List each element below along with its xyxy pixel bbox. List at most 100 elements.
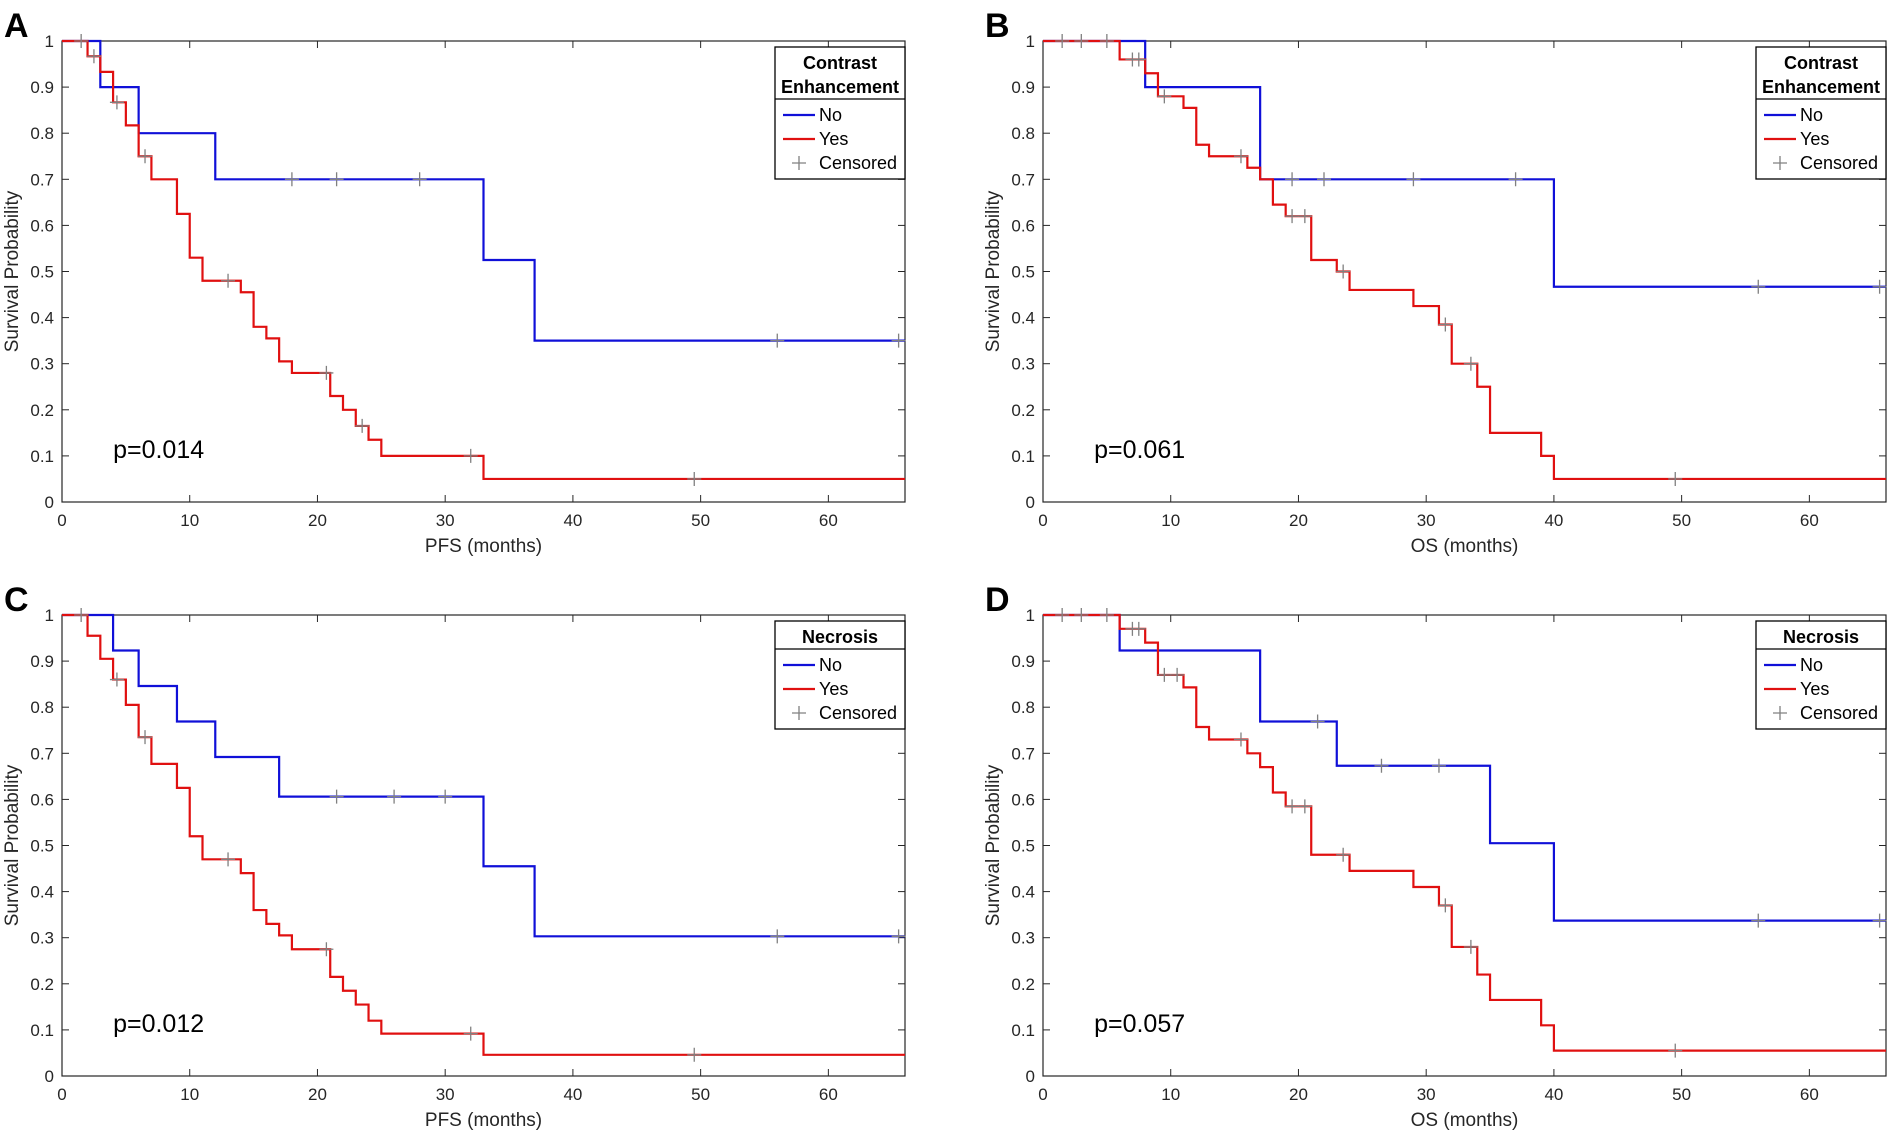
censored-mark <box>770 333 785 348</box>
censored-mark <box>1074 608 1089 622</box>
censored-mark <box>1157 667 1172 682</box>
panel-b: B 0 10 20 30 40 50 60 0 0.1 0.2 0.3 0.4 0.5 0.6 0.7 0.8 0… <box>983 7 1887 557</box>
y-axis-label: Survival Probability <box>983 190 1004 352</box>
censored-mark <box>891 333 906 348</box>
legend-swatch-censored <box>1773 156 1787 170</box>
censored-mark <box>329 172 344 187</box>
censored-mark <box>1285 172 1300 187</box>
km-curve-no <box>1043 613 1886 922</box>
y-tick-label: 0.1 <box>30 447 54 466</box>
legend-entry: No <box>1800 655 1823 675</box>
x-tick-label: 20 <box>308 1085 327 1104</box>
y-tick-label: 0.7 <box>1011 170 1035 189</box>
censored-mark <box>1297 209 1312 224</box>
legend-entry: Censored <box>1800 703 1878 723</box>
x-tick-label: 50 <box>1672 511 1691 530</box>
legend-box <box>774 620 906 730</box>
y-tick-label: 0.9 <box>1011 78 1035 97</box>
x-tick-label: 50 <box>691 511 710 530</box>
panel-a: A 0 10 20 30 40 50 60 0 0.1 0.2 0.3 0.4 0.5 0.6 0.7 0.8 0… <box>2 7 906 557</box>
legend-entry: Censored <box>1800 153 1878 173</box>
y-tick-label: 0.6 <box>1011 216 1035 235</box>
y-tick-label: 0.7 <box>1011 744 1035 763</box>
km-curve-no <box>62 613 905 938</box>
legend-title: Enhancement <box>1762 77 1880 97</box>
censored-mark <box>1751 279 1766 294</box>
y-tick-label: 0.4 <box>1011 309 1035 328</box>
censored-mark <box>138 730 153 745</box>
censored-mark <box>1374 758 1389 773</box>
y-tick-label: 0.1 <box>1011 447 1035 466</box>
y-tick-label: 0.2 <box>30 401 54 420</box>
y-tick-label: 0.4 <box>30 309 54 328</box>
x-tick-label: 40 <box>1544 1085 1563 1104</box>
censored-mark <box>74 608 89 622</box>
censored-mark <box>1668 471 1683 486</box>
censored-mark <box>1508 172 1523 187</box>
censored-mark <box>221 273 236 288</box>
censored-mark <box>319 365 334 380</box>
censored-mark <box>1336 264 1351 279</box>
x-tick-label: 30 <box>436 511 455 530</box>
y-tick-label: 0.9 <box>1011 652 1035 671</box>
legend-box <box>774 46 906 180</box>
censored-mark <box>1297 799 1312 814</box>
censored-mark <box>1463 939 1478 954</box>
legend-title: Contrast <box>1784 53 1858 73</box>
censored-mark <box>1233 149 1248 164</box>
legend-entry: Yes <box>1800 129 1829 149</box>
y-tick-label: 1 <box>45 606 54 625</box>
y-tick-label: 0.1 <box>30 1021 54 1040</box>
legend-entry: No <box>819 105 842 125</box>
censored-mark <box>1233 732 1248 747</box>
x-tick-label: 30 <box>436 1085 455 1104</box>
x-tick-label: 20 <box>1289 1085 1308 1104</box>
panel-label: C <box>4 581 29 619</box>
x-tick-label: 0 <box>1038 511 1047 530</box>
censored-mark <box>1668 1043 1683 1058</box>
y-tick-label: 0.4 <box>1011 883 1035 902</box>
legend-box <box>1755 620 1887 730</box>
y-tick-label: 0.3 <box>30 929 54 948</box>
x-tick-label: 40 <box>1544 511 1563 530</box>
y-tick-label: 0.5 <box>1011 837 1035 856</box>
legend-entry: No <box>819 655 842 675</box>
censored-mark <box>74 34 89 48</box>
p-value: p=0.057 <box>1094 1010 1185 1038</box>
censored-mark <box>221 852 236 867</box>
x-tick-label: 50 <box>691 1085 710 1104</box>
p-value: p=0.061 <box>1094 436 1185 464</box>
legend: Contrast Enhancement No Yes Censored <box>774 46 906 180</box>
x-axis-label: PFS (months) <box>425 1110 542 1131</box>
km-curve-no <box>62 39 905 342</box>
y-tick-label: 0.2 <box>30 975 54 994</box>
legend-entry: Yes <box>819 129 848 149</box>
legend: Necrosis No Yes Censored <box>1755 620 1887 730</box>
censored-mark <box>1336 847 1351 862</box>
panel-d: D 0 10 20 30 40 50 60 0 0.1 0.2 0.3 0.4 0.5 0.6 0.7 0.8 0… <box>983 581 1887 1131</box>
censored-mark <box>138 149 153 164</box>
legend: Necrosis No Yes Censored <box>774 620 906 730</box>
y-tick-label: 1 <box>1026 606 1035 625</box>
y-tick-label: 0.7 <box>30 170 54 189</box>
x-tick-label: 10 <box>1161 511 1180 530</box>
legend-title: Necrosis <box>1783 627 1859 647</box>
censored-mark <box>319 942 334 957</box>
y-tick-label: 0.5 <box>1011 263 1035 282</box>
legend-entry: Censored <box>819 153 897 173</box>
censored-mark <box>1285 799 1300 814</box>
x-axis-label: OS (months) <box>1411 1110 1519 1131</box>
censored-mark <box>109 672 124 687</box>
y-axis-label: Survival Probability <box>983 764 1004 926</box>
panel-c: C 0 10 20 30 40 50 60 0 0.1 0.2 0.3 0.4 0.5 0.6 0.7 0.8 0… <box>2 581 906 1131</box>
censored-mark <box>1099 34 1114 48</box>
y-tick-label: 0.6 <box>30 790 54 809</box>
censored-mark <box>463 448 478 463</box>
y-tick-label: 0 <box>45 493 54 512</box>
legend-entry: Censored <box>819 703 897 723</box>
panel-label: D <box>985 581 1010 619</box>
y-tick-label: 0.1 <box>1011 1021 1035 1040</box>
km-curve-no <box>1043 39 1886 288</box>
censored-mark <box>1131 52 1146 67</box>
